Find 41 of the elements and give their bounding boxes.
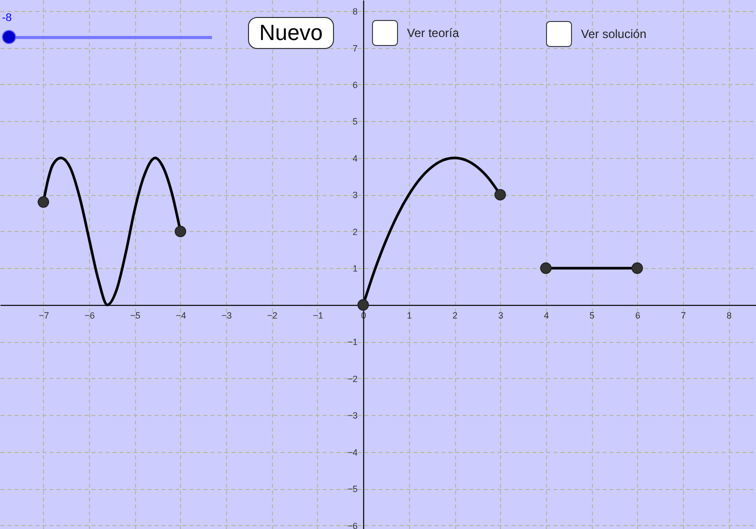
- y-tick-label: −1: [347, 337, 358, 348]
- x-tick-label: −6: [84, 310, 95, 320]
- y-tick-label: 3: [352, 190, 358, 200]
- y-tick-label: −3: [347, 410, 358, 421]
- x-tick-label: 5: [590, 310, 595, 320]
- y-tick-label: 4: [352, 153, 358, 164]
- y-tick-label: −6: [347, 520, 358, 529]
- annotation: -8: [2, 12, 12, 24]
- y-tick-label: −5: [347, 484, 358, 494]
- x-tick-label: 1: [406, 310, 412, 320]
- y-tick-label: 5: [352, 116, 358, 127]
- x-tick-label: 2: [452, 310, 458, 320]
- x-tick-label: −7: [38, 310, 50, 320]
- y-tick-label: −2: [347, 374, 358, 384]
- x-tick-label: 6: [635, 310, 640, 320]
- y-tick-label: 1: [352, 264, 358, 274]
- x-tick-label: −2: [267, 310, 278, 320]
- x-tick-label: −1: [312, 310, 324, 320]
- annotation: Ver solución: [581, 27, 646, 41]
- new-button: Nuevo: [248, 17, 334, 49]
- x-tick-label: −5: [130, 310, 140, 320]
- point: [631, 262, 643, 274]
- point: [38, 196, 50, 208]
- y-tick-label: 7: [352, 43, 358, 54]
- x-tick-label: 4: [544, 310, 549, 320]
- theory-checkbox: Ver teoría: [372, 20, 460, 46]
- x-tick-label: 8: [726, 310, 732, 320]
- point: [540, 262, 552, 274]
- y-tick-label: −4: [347, 447, 358, 458]
- point: [357, 299, 369, 311]
- point: [494, 188, 506, 200]
- solution-checkbox: Ver solución: [546, 21, 646, 47]
- x-tick-label: −4: [176, 310, 186, 320]
- y-tick-label: 8: [352, 6, 358, 17]
- x-tick-label: 7: [680, 310, 686, 320]
- point: [174, 226, 186, 238]
- annotation: Ver teoría: [407, 26, 460, 40]
- y-tick-label: 6: [352, 80, 358, 90]
- x-tick-label: −3: [221, 310, 232, 320]
- y-tick-label: 2: [352, 226, 358, 237]
- x-tick-label: 3: [498, 310, 504, 320]
